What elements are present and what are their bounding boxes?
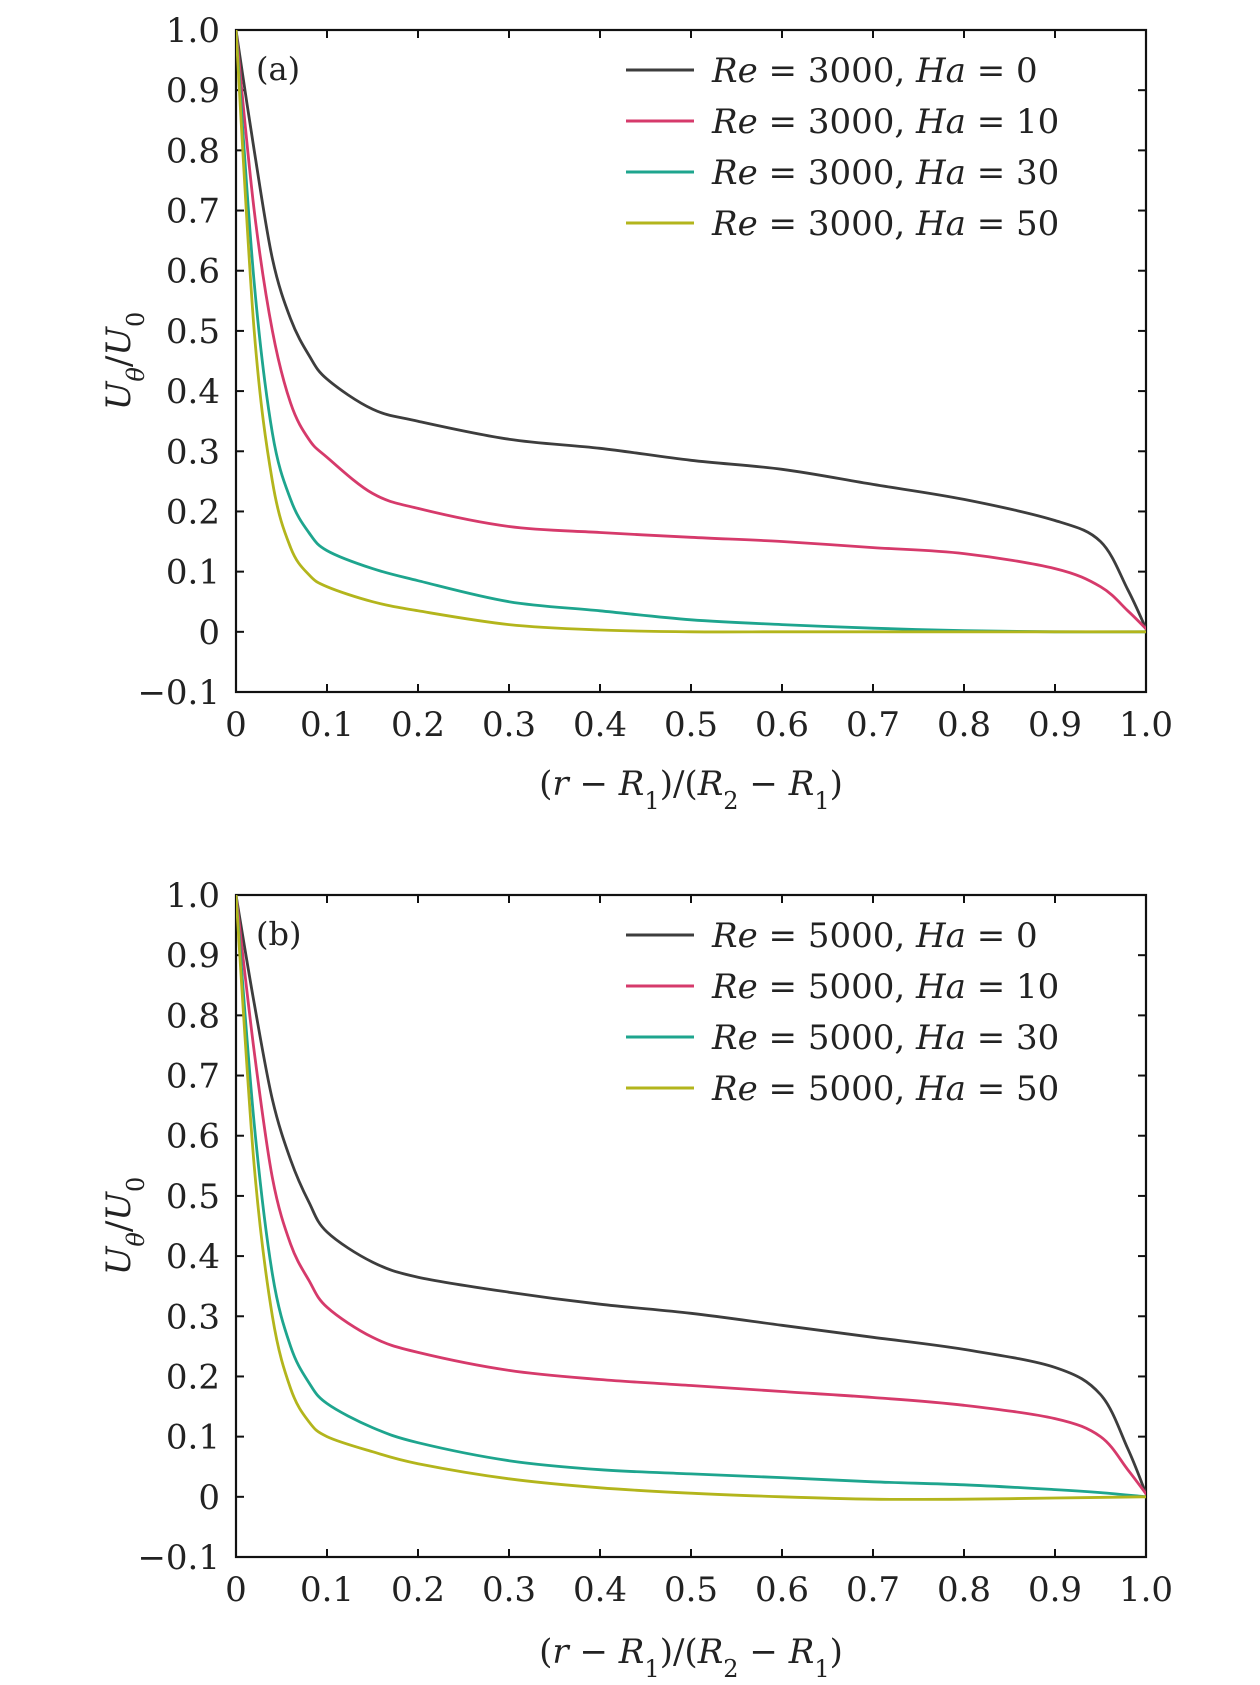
x-tick-label: 0.3 (482, 1570, 536, 1610)
panel-label: (b) (256, 915, 301, 953)
y-tick-label: 0.6 (166, 252, 220, 292)
y-tick-label: 0.9 (166, 71, 220, 111)
series-line-1 (236, 895, 1146, 1496)
series-line-3 (236, 30, 1146, 634)
x-tick-label: 1.0 (1119, 705, 1173, 745)
y-tick-label: 0.5 (166, 312, 220, 352)
x-tick-label: 1.0 (1119, 1570, 1173, 1610)
x-tick-label: 0.6 (755, 1570, 809, 1610)
y-axis-label: Uθ/U0 (99, 312, 150, 411)
series-line-2 (236, 895, 1146, 1496)
y-tick-label: 0 (198, 1478, 220, 1518)
x-tick-label: 0.8 (937, 705, 991, 745)
x-tick-label: 0.6 (755, 705, 809, 745)
x-tick-label: 0.5 (664, 705, 718, 745)
y-tick-label: 0.7 (166, 1057, 220, 1097)
x-tick-label: 0.4 (573, 1570, 627, 1610)
x-tick-label: 0.7 (846, 705, 900, 745)
y-tick-label: 0.1 (166, 1418, 220, 1458)
y-tick-label: 1.0 (166, 876, 220, 916)
y-tick-label: 0.1 (166, 553, 220, 593)
x-tick-label: 0.1 (300, 705, 354, 745)
y-tick-label: 0.3 (166, 1297, 220, 1337)
x-tick-label: 0 (225, 705, 247, 745)
y-tick-label: 0 (198, 613, 220, 653)
legend-entry: Re = 5000, Ha = 10 (711, 967, 1059, 1007)
y-tick-label: 0.8 (166, 996, 220, 1036)
series-line-3 (236, 895, 1146, 1499)
y-tick-label: −0.1 (137, 1538, 220, 1578)
series-line-4 (236, 895, 1146, 1501)
y-tick-label: 0.9 (166, 936, 220, 976)
series-line-1 (236, 30, 1146, 631)
y-tick-label: 0.7 (166, 192, 220, 232)
x-tick-label: 0.3 (482, 705, 536, 745)
y-tick-label: 0.6 (166, 1117, 220, 1157)
x-tick-label: 0.2 (391, 1570, 445, 1610)
x-tick-label: 0.5 (664, 1570, 718, 1610)
y-tick-label: 0.4 (166, 372, 220, 412)
y-tick-label: 0.2 (166, 492, 220, 532)
x-tick-label: 0.2 (391, 705, 445, 745)
series-line-4 (236, 30, 1146, 634)
legend-entry: Re = 5000, Ha = 50 (711, 1069, 1059, 1109)
y-tick-label: 0.5 (166, 1177, 220, 1217)
legend-entry: Re = 5000, Ha = 30 (711, 1018, 1059, 1058)
y-tick-label: 1.0 (166, 11, 220, 51)
x-tick-label: 0.8 (937, 1570, 991, 1610)
x-axis-label: (r − R1)/(R2 − R1) (539, 1632, 843, 1683)
x-tick-label: 0.4 (573, 705, 627, 745)
x-axis-label: (r − R1)/(R2 − R1) (539, 764, 843, 815)
legend-entry: Re = 3000, Ha = 50 (711, 204, 1059, 244)
x-tick-label: 0.7 (846, 1570, 900, 1610)
x-tick-label: 0.1 (300, 1570, 354, 1610)
panel-label: (a) (256, 50, 300, 88)
x-tick-label: 0.9 (1028, 705, 1082, 745)
chart-panel-a: 0 0.1 0.2 0.3 0.4 0.5 0.6 0.7 0.8 0.9 1.0−0.100.10… (99, 11, 1173, 815)
chart-panel-b: 0 0.1 0.2 0.3 0.4 0.5 0.6 0.7 0.8 0.9 1.0−0.100.10… (99, 876, 1173, 1683)
legend-entry: Re = 3000, Ha = 10 (711, 102, 1059, 142)
y-tick-label: 0.3 (166, 432, 220, 472)
x-tick-label: 0.9 (1028, 1570, 1082, 1610)
x-tick-label: 0 (225, 1570, 247, 1610)
y-axis-label: Uθ/U0 (99, 1177, 150, 1276)
y-tick-label: −0.1 (137, 673, 220, 713)
y-tick-label: 0.4 (166, 1237, 220, 1277)
legend-entry: Re = 3000, Ha = 30 (711, 153, 1059, 193)
legend-entry: Re = 5000, Ha = 0 (711, 916, 1038, 956)
y-tick-label: 0.2 (166, 1357, 220, 1397)
series-line-2 (236, 30, 1146, 631)
legend-entry: Re = 3000, Ha = 0 (711, 51, 1038, 91)
y-tick-label: 0.8 (166, 131, 220, 171)
